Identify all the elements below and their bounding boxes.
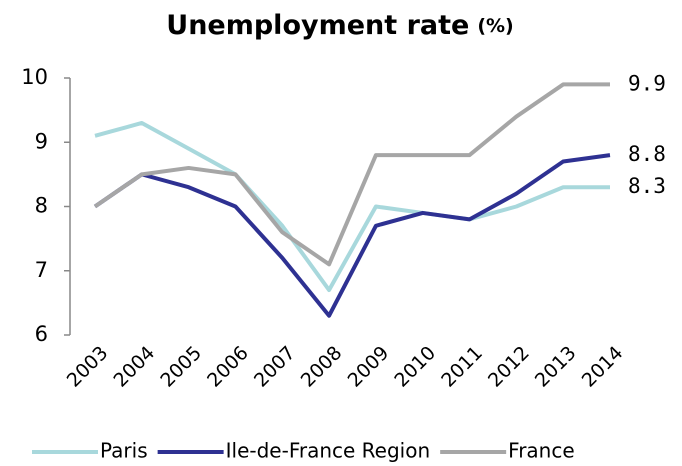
x-tick-label: 2005 [156, 342, 206, 392]
series-line [93, 153, 611, 318]
x-tick-label: 2010 [390, 342, 440, 392]
legend-label: France [508, 439, 575, 463]
x-tick-label: 2012 [484, 342, 534, 392]
series-line [94, 120, 610, 293]
series-line [93, 82, 610, 267]
end-label: 8.3 [628, 174, 666, 198]
y-tick-label: 10 [21, 65, 48, 89]
x-tick-label: 2013 [531, 342, 581, 392]
x-tick-label: 2004 [109, 342, 159, 392]
chart-title: Unemployment rate (%) [166, 10, 513, 41]
legend-label: Ile-de-France Region [226, 439, 431, 463]
x-tick-label: 2003 [63, 342, 113, 392]
y-tick-label: 9 [35, 129, 48, 153]
x-tick-label: 2014 [578, 342, 628, 392]
x-tick-label: 2008 [297, 342, 347, 392]
x-tick-label: 2009 [344, 342, 394, 392]
x-tick-label: 2007 [250, 342, 300, 392]
x-tick-label: 2011 [437, 342, 487, 392]
y-tick-label: 6 [35, 322, 48, 346]
chart-title: Unemployment rate [166, 10, 469, 41]
chart-subtitle: (%) [477, 15, 513, 37]
legend-label: Paris [100, 439, 148, 463]
end-label: 9.9 [628, 71, 666, 95]
y-tick-label: 7 [35, 258, 48, 282]
y-tick-label: 8 [35, 194, 48, 218]
x-tick-label: 2006 [203, 342, 253, 392]
end-label: 8.8 [628, 142, 666, 166]
